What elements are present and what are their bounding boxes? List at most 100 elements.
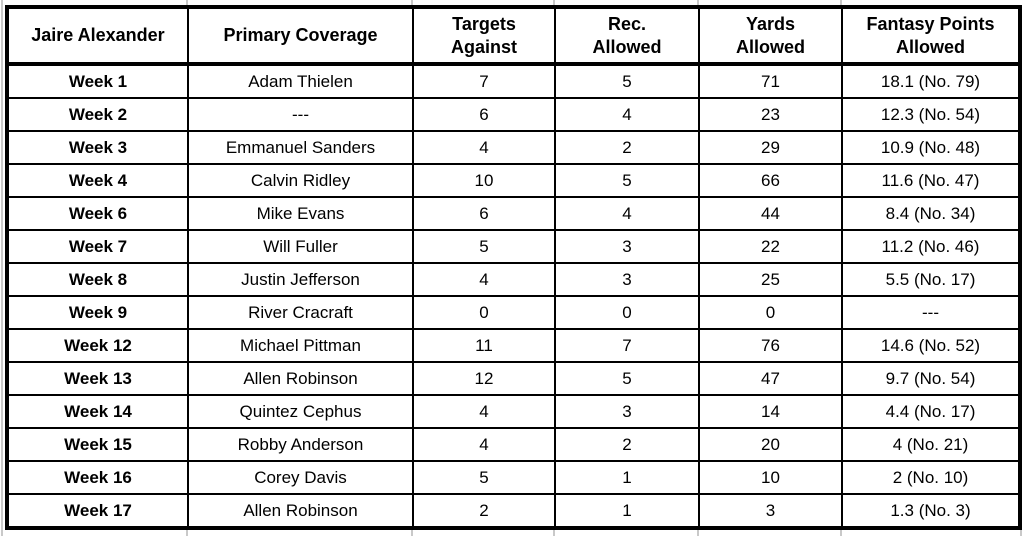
rec-cell: 7 bbox=[554, 328, 700, 363]
header-line: Jaire Alexander bbox=[31, 25, 165, 46]
week-cell: Week 12 bbox=[6, 328, 189, 363]
table-row: Week 13 Allen Robinson 12 5 47 9.7 (No. … bbox=[6, 361, 1021, 396]
table-row: Week 16 Corey Davis 5 1 10 2 (No. 10) bbox=[6, 460, 1021, 495]
week-cell: Week 15 bbox=[6, 427, 189, 462]
fantasy-cell: 10.9 (No. 48) bbox=[841, 130, 1021, 165]
fantasy-cell: 5.5 (No. 17) bbox=[841, 262, 1021, 297]
table-row: Week 2 --- 6 4 23 12.3 (No. 54) bbox=[6, 97, 1021, 132]
week-cell: Week 4 bbox=[6, 163, 189, 198]
fantasy-cell: 11.2 (No. 46) bbox=[841, 229, 1021, 264]
header-line: Against bbox=[450, 36, 517, 57]
header-line: Allowed bbox=[735, 36, 805, 57]
spreadsheet-gridline bbox=[553, 0, 555, 5]
week-cell: Week 6 bbox=[6, 196, 189, 231]
header-targets-against: Targets Against bbox=[412, 6, 556, 66]
spreadsheet-gridline bbox=[697, 528, 699, 536]
targets-cell: 5 bbox=[412, 229, 556, 264]
header-line: Rec. bbox=[607, 14, 647, 34]
week-cell: Week 3 bbox=[6, 130, 189, 165]
week-cell: Week 8 bbox=[6, 262, 189, 297]
rec-cell: 3 bbox=[554, 394, 700, 429]
rec-cell: 2 bbox=[554, 427, 700, 462]
header-row: Jaire Alexander Primary Coverage Targets… bbox=[6, 6, 1021, 66]
targets-cell: 10 bbox=[412, 163, 556, 198]
yards-cell: 22 bbox=[698, 229, 843, 264]
player-cell: Mike Evans bbox=[187, 196, 414, 231]
table-row: Week 15 Robby Anderson 4 2 20 4 (No. 21) bbox=[6, 427, 1021, 462]
fantasy-cell: 9.7 (No. 54) bbox=[841, 361, 1021, 396]
targets-cell: 12 bbox=[412, 361, 556, 396]
yards-cell: 71 bbox=[698, 63, 843, 99]
player-cell: Emmanuel Sanders bbox=[187, 130, 414, 165]
targets-cell: 4 bbox=[412, 262, 556, 297]
fantasy-cell: 4 (No. 21) bbox=[841, 427, 1021, 462]
table-row: Week 1 Adam Thielen 7 5 71 18.1 (No. 79) bbox=[6, 63, 1021, 99]
fantasy-cell: 1.3 (No. 3) bbox=[841, 493, 1021, 529]
header-fantasy-points-allowed: Fantasy Points Allowed bbox=[841, 6, 1021, 66]
table-row: Week 9 River Cracraft 0 0 0 --- bbox=[6, 295, 1021, 330]
table-row: Week 7 Will Fuller 5 3 22 11.2 (No. 46) bbox=[6, 229, 1021, 264]
rec-cell: 5 bbox=[554, 163, 700, 198]
header-primary-coverage: Primary Coverage bbox=[187, 6, 414, 66]
yards-cell: 23 bbox=[698, 97, 843, 132]
player-cell: Corey Davis bbox=[187, 460, 414, 495]
table-row: Week 17 Allen Robinson 2 1 3 1.3 (No. 3) bbox=[6, 493, 1021, 529]
yards-cell: 3 bbox=[698, 493, 843, 529]
targets-cell: 4 bbox=[412, 394, 556, 429]
header-line: Fantasy Points bbox=[866, 14, 995, 34]
rec-cell: 2 bbox=[554, 130, 700, 165]
week-cell: Week 17 bbox=[6, 493, 189, 529]
player-cell: Allen Robinson bbox=[187, 493, 414, 529]
table-row: Week 12 Michael Pittman 11 7 76 14.6 (No… bbox=[6, 328, 1021, 363]
targets-cell: 6 bbox=[412, 196, 556, 231]
fantasy-cell: 4.4 (No. 17) bbox=[841, 394, 1021, 429]
player-cell: Will Fuller bbox=[187, 229, 414, 264]
header-line: Allowed bbox=[895, 36, 965, 57]
table-row: Week 4 Calvin Ridley 10 5 66 11.6 (No. 4… bbox=[6, 163, 1021, 198]
coverage-stats-table: Jaire Alexander Primary Coverage Targets… bbox=[5, 5, 1022, 530]
header-rec-allowed: Rec. Allowed bbox=[554, 6, 700, 66]
week-cell: Week 2 bbox=[6, 97, 189, 132]
targets-cell: 5 bbox=[412, 460, 556, 495]
yards-cell: 25 bbox=[698, 262, 843, 297]
rec-cell: 1 bbox=[554, 460, 700, 495]
spreadsheet-gridline bbox=[1, 0, 3, 536]
rec-cell: 5 bbox=[554, 361, 700, 396]
spreadsheet-gridline bbox=[186, 528, 188, 536]
yards-cell: 14 bbox=[698, 394, 843, 429]
yards-cell: 20 bbox=[698, 427, 843, 462]
yards-cell: 76 bbox=[698, 328, 843, 363]
player-cell: Robby Anderson bbox=[187, 427, 414, 462]
header-yards-allowed: Yards Allowed bbox=[698, 6, 843, 66]
fantasy-cell: 12.3 (No. 54) bbox=[841, 97, 1021, 132]
player-cell: Calvin Ridley bbox=[187, 163, 414, 198]
targets-cell: 0 bbox=[412, 295, 556, 330]
week-cell: Week 1 bbox=[6, 63, 189, 99]
header-line: Yards bbox=[745, 14, 796, 34]
week-cell: Week 9 bbox=[6, 295, 189, 330]
player-cell: Allen Robinson bbox=[187, 361, 414, 396]
rec-cell: 0 bbox=[554, 295, 700, 330]
week-cell: Week 16 bbox=[6, 460, 189, 495]
spreadsheet-gridline bbox=[840, 0, 842, 5]
spreadsheet-gridline bbox=[553, 528, 555, 536]
rec-cell: 4 bbox=[554, 97, 700, 132]
table-row: Week 3 Emmanuel Sanders 4 2 29 10.9 (No.… bbox=[6, 130, 1021, 165]
targets-cell: 4 bbox=[412, 130, 556, 165]
fantasy-cell: 14.6 (No. 52) bbox=[841, 328, 1021, 363]
rec-cell: 5 bbox=[554, 63, 700, 99]
spreadsheet-gridline bbox=[411, 528, 413, 536]
targets-cell: 4 bbox=[412, 427, 556, 462]
week-cell: Week 7 bbox=[6, 229, 189, 264]
header-line: Primary Coverage bbox=[223, 25, 378, 46]
fantasy-cell: 2 (No. 10) bbox=[841, 460, 1021, 495]
header-line: Allowed bbox=[592, 36, 662, 57]
fantasy-cell: --- bbox=[841, 295, 1021, 330]
fantasy-cell: 18.1 (No. 79) bbox=[841, 63, 1021, 99]
rec-cell: 1 bbox=[554, 493, 700, 529]
week-cell: Week 13 bbox=[6, 361, 189, 396]
player-cell: Justin Jefferson bbox=[187, 262, 414, 297]
fantasy-cell: 8.4 (No. 34) bbox=[841, 196, 1021, 231]
yards-cell: 10 bbox=[698, 460, 843, 495]
player-cell: Michael Pittman bbox=[187, 328, 414, 363]
